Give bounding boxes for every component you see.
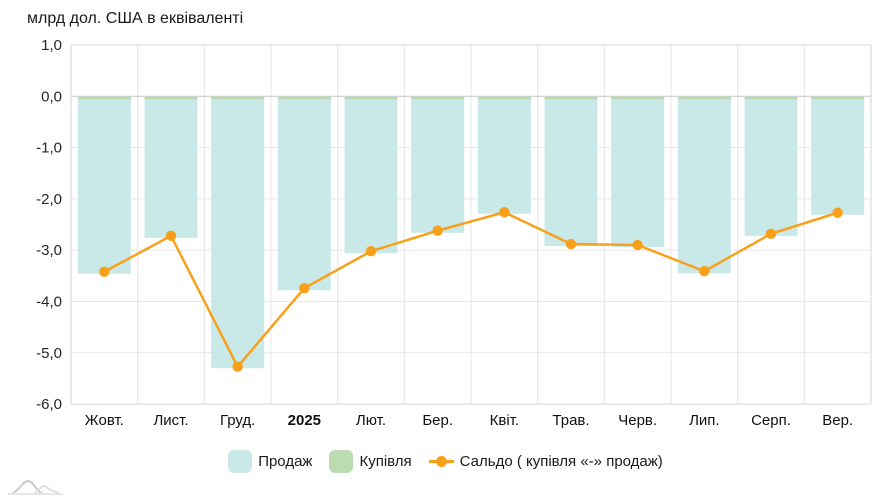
x-axis-tick-label: Груд. — [220, 412, 255, 429]
saldo-line — [103, 210, 839, 369]
legend-label-saldo: Сальдо ( купівля «-» продаж) — [459, 453, 663, 470]
bar-prodazh[interactable] — [544, 96, 598, 247]
bar-kupivlia[interactable] — [344, 96, 398, 100]
saldo-point[interactable] — [432, 225, 443, 236]
y-axis-tick-label: -5,0 — [36, 345, 62, 362]
saldo-point[interactable] — [299, 282, 310, 294]
bar-kupivlia[interactable] — [277, 96, 331, 100]
bar-prodazh[interactable] — [344, 96, 398, 254]
legend-item-prodazh[interactable]: Продаж — [228, 450, 312, 473]
bar-kupivlia[interactable] — [744, 96, 798, 100]
legend-label-prodazh: Продаж — [258, 453, 313, 470]
bar-kupivlia[interactable] — [411, 96, 465, 100]
legend-line-dot-marker-icon — [428, 456, 454, 467]
bar-prodazh[interactable] — [611, 96, 665, 248]
legend-item-kupivlia[interactable]: Купівля — [329, 450, 412, 473]
y-axis-tick-label: 1,0 — [41, 37, 62, 54]
x-axis-tick-label: Квіт. — [490, 412, 519, 429]
y-axis-tick-label: -4,0 — [36, 294, 62, 311]
bar-kupivlia[interactable] — [477, 96, 531, 100]
saldo-point[interactable] — [632, 239, 643, 251]
saldo-point[interactable] — [99, 266, 110, 277]
saldo-point[interactable] — [365, 246, 377, 257]
x-axis-tick-label: Черв. — [618, 412, 657, 429]
bar-prodazh[interactable] — [144, 96, 198, 238]
saldo-point[interactable] — [832, 207, 843, 218]
y-axis-tick-label: -3,0 — [36, 242, 62, 259]
legend-item-saldo[interactable]: Сальдо ( купівля «-» продаж) — [428, 453, 663, 470]
x-axis-tick-label: 2025 — [288, 412, 321, 429]
x-axis-tick-label: Жовт. — [85, 412, 124, 429]
bar-kupivlia[interactable] — [611, 96, 665, 100]
legend-swatch-prodazh-icon — [228, 450, 253, 473]
saldo-point[interactable] — [565, 238, 577, 250]
bar-kupivlia[interactable] — [77, 96, 131, 100]
y-axis-tick-label: -2,0 — [36, 191, 62, 208]
saldo-point[interactable] — [699, 266, 710, 277]
legend-label-kupivlia: Купівля — [359, 453, 412, 470]
bar-kupivlia[interactable] — [811, 96, 865, 100]
bar-kupivlia[interactable] — [211, 96, 265, 100]
y-axis-tick-label: 0,0 — [41, 88, 62, 105]
bar-prodazh[interactable] — [677, 96, 731, 274]
bar-kupivlia[interactable] — [544, 96, 598, 100]
x-axis-tick-label: Лип. — [689, 412, 720, 429]
x-axis-tick-label: Лют. — [356, 412, 386, 429]
y-axis-tick-label: -6,0 — [36, 396, 62, 413]
chart-title: млрд дол. США в еквіваленті — [27, 10, 244, 27]
saldo-point[interactable] — [165, 230, 177, 242]
watermark-logo — [8, 479, 63, 495]
legend: Продаж Купівля Сальдо ( купівля «-» прод… — [0, 450, 891, 473]
bar-prodazh[interactable] — [811, 96, 865, 215]
y-axis-tick-label: -1,0 — [36, 140, 62, 157]
legend-swatch-kupivlia-icon — [329, 450, 354, 473]
saldo-point[interactable] — [499, 207, 510, 218]
x-axis-tick-label: Трав. — [552, 412, 589, 429]
saldo-point[interactable] — [765, 228, 777, 239]
bar-prodazh[interactable] — [277, 96, 331, 291]
x-axis-tick-label: Лист. — [153, 412, 188, 429]
saldo-point[interactable] — [232, 361, 243, 372]
chart-plot: 1,0 0,0 -1,0 -2,0 -3,0 -4,0 -5,0 -6,0 Жовт. Лист.… — [36, 37, 872, 429]
x-axis-tick-label: Вер. — [822, 412, 853, 429]
bar-prodazh[interactable] — [744, 96, 798, 236]
bar-prodazh[interactable] — [77, 96, 131, 274]
x-axis-tick-label: Серп. — [751, 412, 791, 429]
bar-prodazh[interactable] — [211, 96, 265, 369]
bar-kupivlia[interactable] — [677, 96, 731, 100]
x-axis-tick-label: Бер. — [422, 412, 453, 429]
bar-prodazh[interactable] — [411, 96, 465, 233]
bar-prodazh[interactable] — [477, 96, 531, 214]
bar-kupivlia[interactable] — [144, 96, 198, 100]
